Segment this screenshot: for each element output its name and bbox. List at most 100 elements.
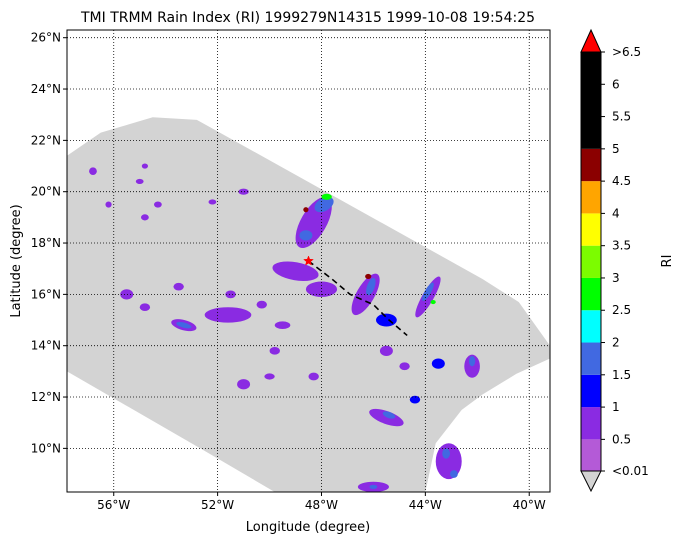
y-tick-label-3: 16°N (31, 287, 61, 301)
y-tick-label-7: 24°N (31, 82, 61, 96)
colorbar-under-extend (580, 470, 602, 493)
rain-cell-46 (105, 201, 112, 208)
rain-cell-17 (464, 354, 480, 378)
x-tick-label-0: 56°W (97, 498, 130, 512)
rain-cell-8 (365, 273, 372, 279)
colorbar-level-10 (581, 52, 601, 149)
tmi-swath (67, 117, 550, 492)
chart-title: TMI TRMM Rain Index (RI) 1999279N14315 1… (80, 10, 535, 26)
rain-cell-12 (430, 300, 436, 305)
rain-cell-26 (442, 448, 451, 459)
rain-cell-32 (308, 372, 319, 381)
rain-cell-24 (409, 395, 421, 404)
rain-cell-25 (435, 443, 462, 480)
colorbar-label: RI (660, 255, 675, 268)
rain-cell-4 (272, 261, 319, 281)
rain-cell-2 (299, 230, 313, 241)
map-plot-area (67, 30, 550, 492)
rain-cell-34 (120, 289, 134, 300)
rain-cell-35 (139, 303, 151, 312)
rain-cell-1 (314, 196, 334, 213)
y-tick-label-5: 20°N (31, 185, 61, 199)
rain-cell-21 (399, 362, 410, 371)
rain-cell-16 (274, 321, 291, 330)
rain-cell-18 (468, 355, 476, 367)
rain-cell-30 (237, 379, 251, 390)
rain-cell-27 (450, 470, 458, 478)
rain-cell-38 (256, 300, 267, 309)
rain-cell-9 (376, 313, 397, 327)
graticule-grid (67, 30, 550, 492)
colorbar-tick-label-0: <0.01 (612, 464, 649, 478)
colorbar-tick-label-7: 3.5 (612, 239, 631, 253)
rain-cell-31 (269, 346, 280, 355)
rain-cell-11 (422, 282, 434, 301)
y-tick-label-6: 22°N (31, 133, 61, 147)
rain-cell-14 (176, 321, 192, 329)
storm-track (308, 260, 408, 337)
colorbar-level-5 (581, 277, 601, 311)
rain-cell-29 (369, 484, 378, 489)
rain-cell-39 (89, 167, 97, 176)
colorbar-level-7 (581, 213, 601, 246)
storm-center-star-icon (303, 255, 314, 266)
rain-cell-42 (153, 201, 162, 208)
rain-cell-15 (204, 307, 252, 323)
rain-cell-22 (369, 408, 404, 427)
colorbar-level-4 (581, 310, 601, 343)
y-tick-label-4: 18°N (31, 236, 61, 250)
x-tick-label-1: 52°W (201, 498, 234, 512)
colorbar-over-extend (580, 28, 602, 53)
colorbar-tick-label-9: 4.5 (612, 174, 631, 188)
colorbar-tick-label-10: 5 (612, 142, 620, 156)
colorbar-tick-label-5: 2.5 (612, 303, 631, 317)
colorbar-tick-label-6: 3 (612, 271, 620, 285)
rain-cells (89, 163, 480, 492)
colorbar: <0.01 0.5 1 1.5 2 2.5 3 3.5 4 4.5 5 5.5 6 >6.5 (580, 28, 649, 493)
rain-cell-23 (382, 411, 396, 419)
rain-cell-45 (208, 199, 217, 205)
colorbar-level-0 (581, 439, 601, 471)
x-tick-label-4: 40°W (513, 498, 546, 512)
colorbar-level-9 (581, 148, 601, 182)
colorbar-level-8 (581, 181, 601, 214)
colorbar-level-6 (581, 245, 601, 278)
y-axis-ticks: 10°N 12°N 14°N 16°N 18°N 20°N 22°N 24°N 26°N (31, 31, 67, 455)
colorbar-tick-label-1: 0.5 (612, 432, 631, 446)
y-axis-label: Latitude (degree) (9, 204, 24, 317)
colorbar-level-2 (581, 374, 601, 408)
rain-cell-44 (238, 188, 249, 195)
rain-cell-33 (264, 373, 275, 380)
rain-cell-3 (321, 193, 332, 200)
rain-cell-40 (135, 178, 144, 184)
rain-cell-37 (225, 290, 236, 299)
y-tick-label-8: 26°N (31, 31, 61, 45)
colorbar-level-3 (581, 342, 601, 375)
colorbar-tick-label-12: 6 (612, 77, 620, 91)
colorbar-level-1 (581, 407, 601, 440)
colorbar-tick-label-8: 4 (612, 206, 620, 220)
colorbar-tick-label-4: 2 (612, 336, 620, 350)
rain-cell-36 (173, 282, 184, 291)
rain-cell-19 (431, 358, 445, 369)
x-tick-label-3: 44°W (409, 498, 442, 512)
colorbar-tick-label-11: 5.5 (612, 110, 631, 124)
rain-cell-47 (303, 207, 309, 213)
rain-cell-43 (141, 214, 149, 221)
rain-cell-20 (379, 345, 393, 356)
rain-cell-41 (141, 163, 149, 169)
plot-frame (66, 29, 551, 493)
rain-cell-7 (366, 278, 376, 296)
x-axis-label: Longitude (degree) (246, 520, 371, 535)
colorbar-tick-label-3: 1.5 (612, 368, 631, 382)
x-tick-label-2: 48°W (305, 498, 338, 512)
rain-cell-5 (305, 281, 338, 297)
y-tick-label-1: 12°N (31, 390, 61, 404)
colorbar-tick-label-2: 1 (612, 400, 620, 414)
colorbar-tick-label-13: >6.5 (612, 45, 641, 59)
colorbar-frame (580, 51, 602, 472)
y-tick-label-0: 10°N (31, 441, 61, 455)
storm-center-star (303, 255, 314, 266)
y-tick-label-2: 14°N (31, 339, 61, 353)
